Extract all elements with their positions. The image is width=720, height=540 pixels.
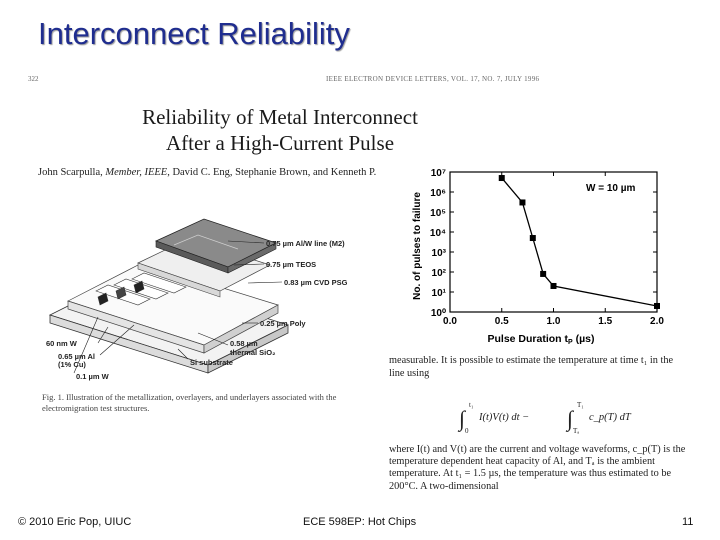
paragraph-1-text: measurable. It is possible to estimate t…	[389, 355, 674, 379]
label-si-substrate: Si substrate	[190, 358, 233, 367]
authors-names-rest: , David C. Eng, Stephanie Brown, and Ken…	[167, 167, 377, 178]
y-tick-label: 10⁰	[431, 308, 446, 319]
paragraph-2-text: where I(t) and V(t) are the current and …	[389, 444, 686, 492]
label-m2-line: 0.75 µm Al/W line (M2)	[266, 239, 345, 248]
label-0-1um-w: 0.1 µm W	[76, 372, 110, 381]
m2-layer	[154, 218, 278, 274]
energy-equation: ∫ t₁ 0 I(t)V(t) dt − ∫ T₁ Tₐ c_p(T) dT	[457, 401, 632, 434]
eq-upper-limit-1: t₁	[469, 401, 473, 409]
label-teos: 0.75 µm TEOS	[266, 260, 316, 269]
y-tick-label: 10⁴	[430, 228, 446, 239]
pulses-to-failure-chart: 0.0 0.5 1.0 1.5 2.010⁰10¹10²10³10⁴10⁵10⁶10⁷ …	[412, 168, 664, 346]
series-line	[501, 177, 658, 307]
journal-header: IEEE ELECTRON DEVICE LETTERS, VOL. 17, N…	[326, 75, 540, 83]
leader-lines	[73, 240, 283, 374]
y-tick-label: 10⁶	[430, 188, 446, 199]
eq-lower-limit-1: 0	[465, 427, 469, 434]
authors-membership: Member, IEEE	[105, 167, 168, 178]
chart-annotation: W = 10 µm	[586, 183, 635, 194]
svg-text:∫: ∫	[565, 406, 575, 432]
chart-x-axis-label: Pulse Duration tP (µs)	[487, 333, 594, 346]
paper-title-line2: After a High-Current Pulse	[165, 131, 395, 155]
label-al: 0.65 µm Al	[58, 352, 95, 361]
chart-series-line	[501, 177, 658, 307]
chart-y-axis-label: No. of pulses to failure	[412, 192, 423, 300]
label-poly: 0.25 µm Poly	[260, 319, 306, 328]
x-tick-label: 1.5	[598, 316, 612, 327]
paper-body-paragraph-1: measurable. It is possible to estimate t…	[389, 355, 689, 380]
eq-upper-limit-2: T₁	[577, 401, 584, 409]
chart-series-points	[498, 175, 660, 309]
y-tick-label: 10⁵	[430, 208, 446, 219]
data-point	[654, 302, 660, 309]
data-point	[519, 199, 526, 206]
x-label-unit: (µs)	[576, 333, 595, 345]
paper-authors: John Scarpulla, Member, IEEE, David C. E…	[38, 167, 376, 178]
data-point	[550, 282, 557, 289]
eq-integrand-1: I(t)V(t) dt −	[478, 412, 529, 423]
x-label-subscript: P	[568, 339, 573, 346]
label-sio2-thickness: 0.58 µm	[230, 339, 258, 348]
x-tick-label: 0.5	[495, 316, 509, 327]
slide-number: 11	[682, 516, 694, 528]
slide-title: Interconnect Reliability	[38, 16, 350, 51]
x-label-text: Pulse Duration	[487, 333, 561, 345]
eq-integrand-2: c_p(T) dT	[589, 412, 632, 423]
paper-title-line1: Reliability of Metal Interconnect	[142, 105, 418, 129]
x-tick-label: 2.0	[650, 316, 664, 327]
y-tick-label: 10⁷	[431, 168, 446, 179]
authors-names: John Scarpulla,	[38, 167, 106, 178]
y-tick-label: 10¹	[432, 288, 447, 299]
eq-lower-limit-2: Tₐ	[573, 427, 579, 434]
label-sio2: thermal SiO₂	[230, 348, 275, 357]
footer-course: ECE 598EP: Hot Chips	[303, 516, 417, 528]
x-label-symbol: t	[565, 333, 569, 345]
paper-title: Reliability of Metal Interconnect After …	[120, 104, 440, 156]
label-cu: (1% Cu)	[58, 360, 86, 369]
figure-caption: Fig. 1. Illustration of the metallizatio…	[42, 392, 337, 413]
label-psg: 0.83 µm CVD PSG	[284, 278, 348, 287]
y-tick-label: 10²	[432, 268, 447, 279]
chart-ticks: 0.0 0.5 1.0 1.5 2.0 10⁰ 10¹ 10² 10³ 10⁴ 10⁵ 10⁶ 10⁷	[430, 168, 664, 327]
svg-text:∫: ∫	[457, 406, 467, 432]
paper-body-paragraph-2: where I(t) and V(t) are the current and …	[389, 444, 689, 493]
data-point	[498, 175, 505, 182]
x-tick-label: 1.0	[547, 316, 561, 327]
metallization-diagram: 0.75 µm Al/W line (M2) 0.75 µm TEOS 0.83…	[46, 218, 348, 381]
y-tick-label: 10³	[432, 248, 447, 259]
footer-copyright: © 2010 Eric Pop, UIUC	[18, 516, 132, 528]
paper-page-number: 322	[28, 75, 39, 83]
label-60nm-w: 60 nm W	[46, 339, 78, 348]
data-point	[540, 270, 547, 277]
data-point	[529, 235, 536, 242]
x-tick-label: 0.0	[443, 316, 457, 327]
